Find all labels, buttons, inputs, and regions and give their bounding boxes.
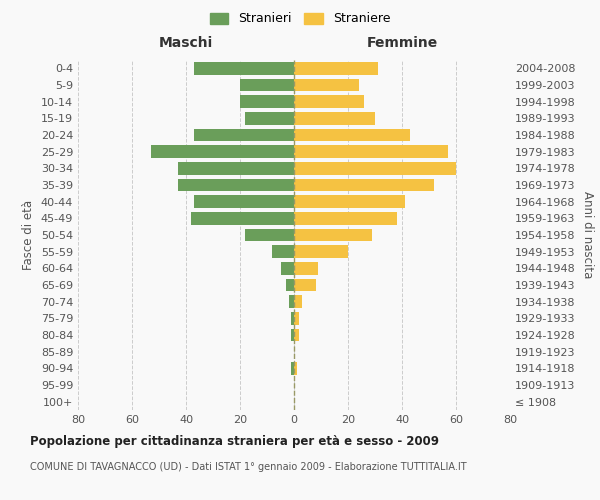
Bar: [294, 279, 316, 291]
Bar: [191, 212, 294, 224]
Bar: [292, 312, 294, 324]
Y-axis label: Anni di nascita: Anni di nascita: [581, 192, 594, 278]
Legend: Stranieri, Straniere: Stranieri, Straniere: [206, 8, 394, 29]
Bar: [240, 79, 294, 92]
Bar: [294, 129, 410, 141]
Bar: [294, 162, 456, 174]
Bar: [194, 196, 294, 208]
Text: COMUNE DI TAVAGNACCO (UD) - Dati ISTAT 1° gennaio 2009 - Elaborazione TUTTITALIA: COMUNE DI TAVAGNACCO (UD) - Dati ISTAT 1…: [30, 462, 467, 472]
Bar: [294, 179, 434, 192]
Bar: [294, 246, 348, 258]
Bar: [294, 296, 302, 308]
Text: Popolazione per cittadinanza straniera per età e sesso - 2009: Popolazione per cittadinanza straniera p…: [30, 435, 439, 448]
Bar: [178, 162, 294, 174]
Bar: [194, 62, 294, 74]
Bar: [294, 196, 405, 208]
Bar: [294, 312, 299, 324]
Bar: [294, 329, 299, 341]
Bar: [294, 62, 378, 74]
Bar: [294, 362, 296, 374]
Bar: [245, 229, 294, 241]
Bar: [292, 329, 294, 341]
Bar: [292, 362, 294, 374]
Bar: [294, 79, 359, 92]
Bar: [294, 212, 397, 224]
Bar: [240, 96, 294, 108]
Text: Femmine: Femmine: [367, 36, 437, 50]
Bar: [294, 96, 364, 108]
Text: Maschi: Maschi: [159, 36, 213, 50]
Bar: [151, 146, 294, 158]
Bar: [294, 112, 375, 124]
Y-axis label: Fasce di età: Fasce di età: [22, 200, 35, 270]
Bar: [245, 112, 294, 124]
Bar: [281, 262, 294, 274]
Bar: [272, 246, 294, 258]
Bar: [194, 129, 294, 141]
Bar: [294, 262, 319, 274]
Bar: [286, 279, 294, 291]
Bar: [289, 296, 294, 308]
Bar: [294, 146, 448, 158]
Bar: [294, 229, 372, 241]
Bar: [178, 179, 294, 192]
